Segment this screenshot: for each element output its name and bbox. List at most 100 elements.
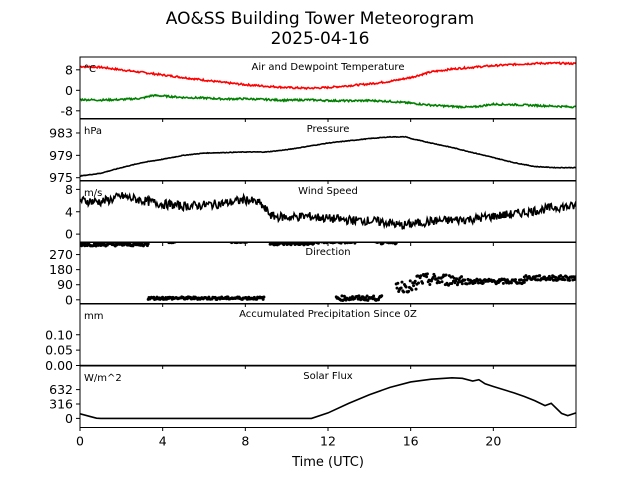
direction-point [413, 279, 417, 283]
direction-point [481, 281, 485, 285]
panel-1-series-0-line [80, 135, 576, 178]
panel-5-series-0-line [80, 377, 576, 420]
direction-point [476, 281, 480, 285]
direction-point [372, 294, 376, 298]
direction-point [340, 294, 344, 298]
direction-point [342, 298, 346, 302]
direction-point [456, 281, 460, 285]
panel-2-series-0-line [80, 192, 576, 230]
direction-point [434, 277, 438, 281]
direction-point [522, 280, 526, 284]
direction-point [460, 275, 464, 279]
panel-4-ytick-label: 0.05 [45, 343, 73, 358]
direction-point [538, 274, 542, 278]
panel-1-title: Pressure [307, 124, 350, 135]
panel-5-ytick-label: 632 [49, 382, 73, 397]
direction-point [550, 276, 554, 280]
panel-1-ytick-label: 979 [49, 148, 73, 163]
panel-3-ytick-label: 0 [65, 292, 73, 307]
direction-point [399, 286, 403, 290]
direction-point [428, 282, 432, 286]
direction-point [416, 281, 420, 285]
direction-point [509, 281, 513, 285]
panel-1-ytick-label: 983 [49, 125, 73, 140]
direction-point [365, 294, 369, 298]
direction-point [402, 290, 406, 294]
direction-point [465, 282, 469, 286]
x-tick-label: 4 [159, 434, 167, 449]
x-axis: 0 4 8 12 16 20 [76, 434, 501, 449]
direction-point [412, 284, 416, 288]
panel-1-ytick-label: 975 [49, 170, 73, 185]
x-tick-label: 8 [241, 434, 249, 449]
direction-point [433, 274, 437, 278]
x-tick-label: 12 [320, 434, 336, 449]
direction-point [404, 285, 408, 289]
x-tick-label: 20 [485, 434, 501, 449]
direction-point [547, 274, 551, 278]
figure-title-line1: AO&SS Building Tower Meteorogram [166, 9, 474, 29]
panel-3-ytick-label: 270 [49, 247, 73, 262]
panel-1: 983 979 975 hPa Pressure [49, 118, 577, 185]
direction-point [438, 280, 442, 284]
x-tick-label: 16 [403, 434, 419, 449]
direction-point [407, 289, 411, 293]
panel-5-ytick-label: 316 [49, 396, 73, 411]
panel-2-unit: m/s [84, 188, 102, 199]
direction-point [394, 242, 398, 245]
direction-point [455, 277, 459, 281]
direction-point [410, 288, 414, 292]
panel-2-title: Wind Speed [298, 186, 358, 197]
panel-5-unit: W/m^2 [84, 373, 122, 384]
panel-0-data [80, 61, 576, 110]
panel-2-ytick-label: 0 [65, 227, 73, 242]
panel-3-ytick-label: 90 [57, 277, 73, 292]
panel-4-ytick-label: 0.00 [45, 358, 73, 373]
direction-point [536, 278, 540, 282]
direction-point [554, 276, 558, 280]
panel-4-unit: mm [84, 311, 103, 322]
direction-point [94, 244, 98, 248]
direction-point [262, 295, 266, 299]
panel-0-ytick-label: -8 [61, 103, 74, 118]
direction-point [261, 297, 265, 301]
direction-point [513, 278, 517, 282]
direction-point [440, 280, 444, 284]
direction-point [463, 278, 467, 282]
direction-point [425, 275, 429, 279]
panel-5-title: Solar Flux [303, 371, 353, 382]
direction-point [450, 281, 454, 285]
panel-5-data [80, 377, 576, 420]
direction-point [573, 275, 576, 279]
direction-point [519, 278, 523, 282]
direction-point [559, 274, 563, 278]
panel-2-data [80, 192, 576, 230]
panel-0-series-1-line [80, 93, 576, 110]
direction-point [395, 286, 399, 290]
panel-0-unit: °C [84, 64, 96, 75]
panel-1-unit: hPa [84, 126, 102, 137]
panel-4-title: Accumulated Precipitation Since 0Z [239, 309, 417, 320]
direction-point [452, 276, 456, 280]
direction-point [419, 274, 423, 278]
panel-4-ytick-label: 0.10 [45, 327, 73, 342]
panel-1-data [80, 135, 576, 178]
direction-point [380, 294, 384, 298]
figure-title-line2: 2025-04-16 [271, 29, 370, 49]
direction-point [501, 281, 505, 285]
panels: 8 0 -8 °C Air and Dewpoint Temperature 983 979… [45, 56, 577, 431]
direction-point [414, 287, 418, 291]
direction-point [361, 295, 365, 299]
direction-point [421, 281, 425, 285]
x-axis-label: Time (UTC) [291, 455, 364, 470]
panel-2: 8 4 0 m/s Wind Speed [65, 180, 577, 246]
direction-point [353, 242, 357, 245]
direction-point [460, 282, 464, 286]
panel-5-ytick-label: 0 [65, 411, 73, 426]
direction-point [563, 278, 567, 282]
direction-point [400, 280, 404, 284]
panel-0-series-0-line [80, 61, 576, 91]
direction-point [568, 278, 572, 282]
panel-4: 0.100.050.00 mm Accumulated Precipitation … [45, 303, 577, 373]
